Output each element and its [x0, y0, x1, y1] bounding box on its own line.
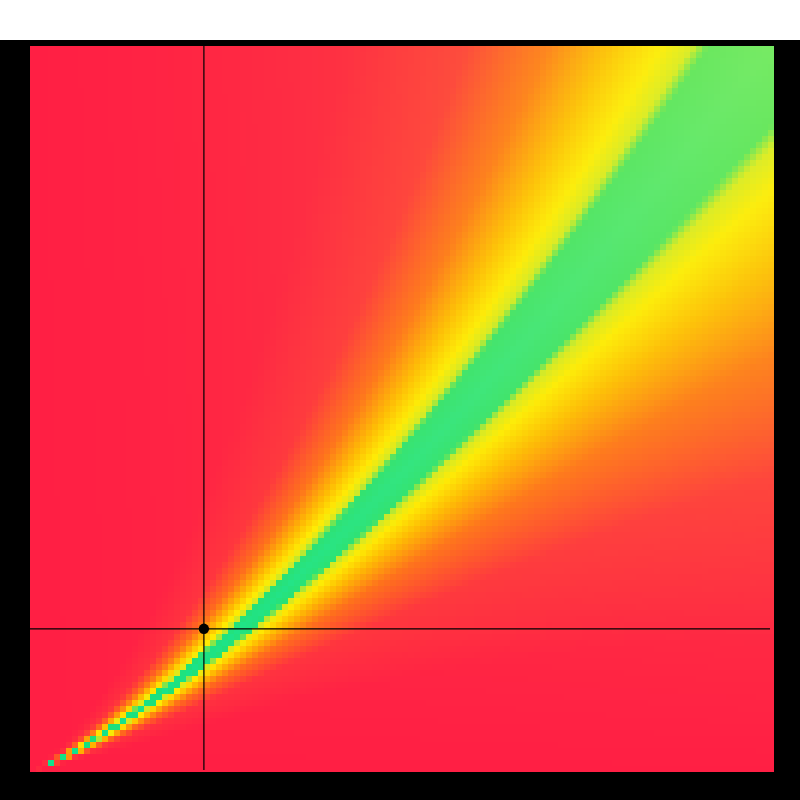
- bottleneck-heatmap-canvas: [0, 0, 800, 800]
